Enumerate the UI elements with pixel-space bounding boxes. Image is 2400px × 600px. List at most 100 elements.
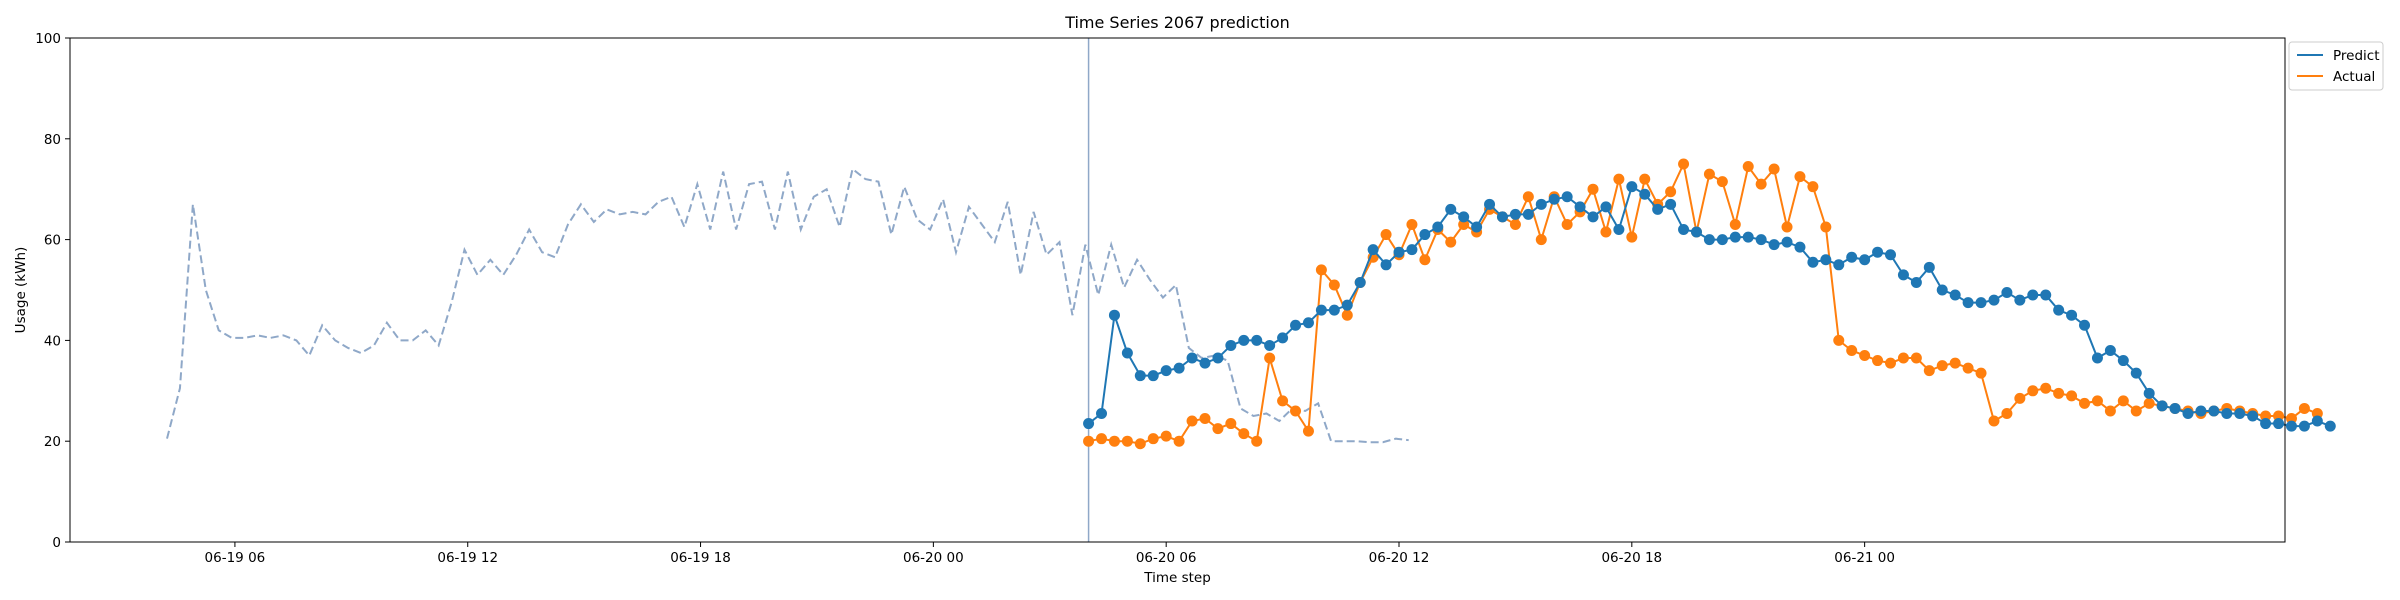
data-point-predict bbox=[1406, 244, 1418, 256]
data-point-actual bbox=[2260, 410, 2272, 422]
data-point-actual bbox=[2311, 407, 2323, 419]
data-point-actual bbox=[1975, 367, 1987, 379]
data-point-predict bbox=[1419, 229, 1431, 241]
data-point-predict bbox=[2273, 418, 2285, 430]
data-point-predict bbox=[1509, 208, 1521, 220]
data-point-actual bbox=[1251, 435, 1263, 447]
data-point-predict bbox=[2324, 420, 2336, 432]
data-point-predict bbox=[1277, 332, 1289, 344]
data-point-actual bbox=[2298, 402, 2310, 414]
data-point-predict bbox=[1962, 297, 1974, 309]
data-point-actual bbox=[1096, 433, 1108, 445]
data-point-predict bbox=[1561, 191, 1573, 203]
data-point-predict bbox=[1290, 319, 1302, 331]
series-predict bbox=[1083, 181, 2336, 432]
data-point-predict bbox=[1535, 198, 1547, 210]
data-point-predict bbox=[1173, 362, 1185, 374]
x-tick-label: 06-20 12 bbox=[1369, 550, 1430, 566]
data-point-predict bbox=[1885, 249, 1896, 261]
data-point-predict bbox=[1160, 365, 1172, 377]
x-axis-label: Time step bbox=[1143, 570, 1211, 586]
y-tick-label: 100 bbox=[35, 31, 61, 47]
y-tick-label: 60 bbox=[44, 233, 61, 249]
data-point-actual bbox=[1535, 234, 1547, 246]
data-point-predict bbox=[2234, 407, 2246, 419]
data-point-predict bbox=[1613, 224, 1625, 236]
data-point-actual bbox=[1897, 352, 1909, 364]
data-point-actual bbox=[1315, 264, 1327, 276]
data-point-predict bbox=[1807, 256, 1819, 268]
data-point-actual bbox=[1910, 352, 1922, 364]
data-point-actual bbox=[1613, 173, 1625, 185]
data-point-actual bbox=[1936, 360, 1948, 372]
data-point-actual bbox=[1083, 435, 1095, 447]
data-point-actual bbox=[1833, 334, 1845, 346]
data-point-predict bbox=[1910, 276, 1922, 288]
y-axis: 0 20 40 60 80 100 bbox=[35, 31, 70, 551]
data-point-predict bbox=[1108, 309, 1120, 321]
data-point-actual bbox=[2273, 410, 2285, 422]
data-point-predict bbox=[1458, 211, 1470, 223]
legend-label-predict: Predict bbox=[2333, 48, 2380, 64]
data-point-predict bbox=[1574, 201, 1586, 213]
data-point-predict bbox=[2079, 319, 2091, 331]
data-point-actual bbox=[1885, 357, 1896, 369]
data-point-predict bbox=[2298, 420, 2310, 432]
data-point-predict bbox=[1742, 231, 1754, 243]
data-point-predict bbox=[1264, 339, 1276, 351]
data-point-predict bbox=[1432, 221, 1444, 233]
data-point-predict bbox=[1652, 203, 1664, 215]
data-point-predict bbox=[2091, 352, 2103, 364]
data-point-predict bbox=[1225, 339, 1237, 351]
data-point-actual bbox=[1264, 352, 1276, 364]
data-point-predict bbox=[2027, 289, 2039, 301]
data-point-predict bbox=[1794, 241, 1806, 253]
data-point-actual bbox=[1445, 236, 1457, 248]
data-point-actual bbox=[2027, 385, 2039, 397]
data-point-predict bbox=[2169, 402, 2181, 414]
data-point-predict bbox=[2247, 410, 2259, 422]
data-point-predict bbox=[2104, 344, 2116, 356]
data-point-predict bbox=[1147, 370, 1159, 382]
data-point-actual bbox=[1962, 362, 1974, 374]
data-point-actual bbox=[1755, 178, 1767, 190]
data-point-actual bbox=[1238, 428, 1250, 440]
data-point-predict bbox=[1716, 234, 1728, 246]
history-line bbox=[166, 167, 1409, 444]
data-point-actual bbox=[1742, 161, 1754, 173]
data-point-actual bbox=[1820, 221, 1832, 233]
y-tick-label: 0 bbox=[52, 535, 61, 551]
data-point-actual bbox=[1419, 254, 1431, 266]
plot-area bbox=[166, 38, 2336, 542]
x-tick-label: 06-19 06 bbox=[205, 550, 266, 566]
data-point-actual bbox=[2040, 382, 2052, 394]
data-point-actual bbox=[1509, 218, 1521, 230]
data-point-actual bbox=[1458, 218, 1470, 230]
data-point-predict bbox=[1690, 226, 1702, 238]
data-point-predict bbox=[2208, 405, 2220, 417]
data-point-actual bbox=[2014, 392, 2026, 404]
data-point-actual bbox=[1781, 221, 1793, 233]
data-point-predict bbox=[1600, 201, 1612, 213]
data-point-predict bbox=[2014, 294, 2026, 306]
data-point-predict bbox=[1393, 246, 1405, 258]
data-point-predict bbox=[1988, 294, 2000, 306]
data-point-predict bbox=[1820, 254, 1832, 266]
data-point-actual bbox=[1794, 171, 1806, 183]
data-point-actual bbox=[2130, 405, 2142, 417]
y-tick-label: 20 bbox=[44, 434, 61, 450]
data-point-predict bbox=[2001, 287, 2013, 299]
data-point-predict bbox=[1251, 334, 1263, 346]
y-axis-label: Usage (kWh) bbox=[13, 247, 29, 334]
data-point-predict bbox=[2117, 355, 2129, 367]
legend-label-actual: Actual bbox=[2333, 69, 2375, 85]
data-point-predict bbox=[1975, 297, 1987, 309]
data-point-actual bbox=[1716, 176, 1728, 188]
data-point-actual bbox=[1121, 435, 1133, 447]
data-point-predict bbox=[1936, 284, 1948, 296]
data-point-actual bbox=[2117, 395, 2129, 407]
data-point-predict bbox=[1096, 407, 1108, 419]
data-point-predict bbox=[1548, 193, 1560, 205]
data-point-actual bbox=[1199, 413, 1211, 425]
data-point-predict bbox=[1367, 244, 1379, 256]
